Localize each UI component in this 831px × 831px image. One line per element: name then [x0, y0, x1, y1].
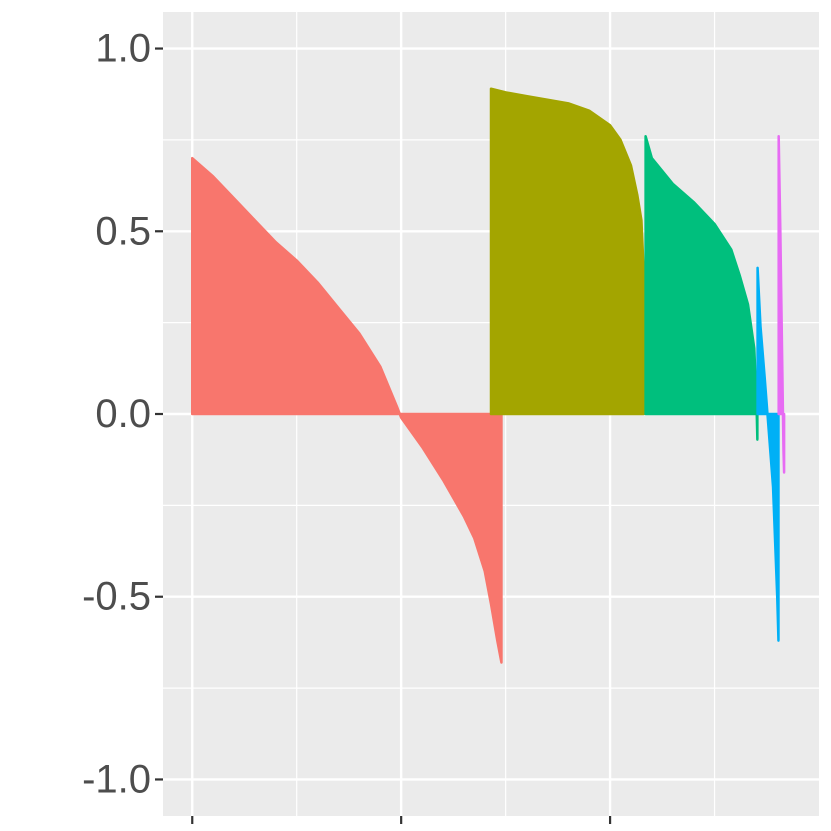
series-area-4 — [756, 266, 780, 642]
series-area-3 — [644, 135, 759, 441]
series-area-1 — [191, 156, 503, 664]
series-area-2 — [489, 87, 645, 416]
y-tick-label: 0.0 — [95, 392, 151, 436]
y-tick-label: 0.5 — [95, 209, 151, 253]
series-areas — [191, 87, 786, 664]
y-tick-label: 1.0 — [95, 27, 151, 71]
y-axis: 1.0 0.5 0.0 -0.5 -1.0 — [82, 27, 612, 824]
y-tick-label: -0.5 — [82, 575, 151, 619]
y-tick-label: -1.0 — [82, 757, 151, 801]
series-area-5 — [777, 135, 786, 474]
